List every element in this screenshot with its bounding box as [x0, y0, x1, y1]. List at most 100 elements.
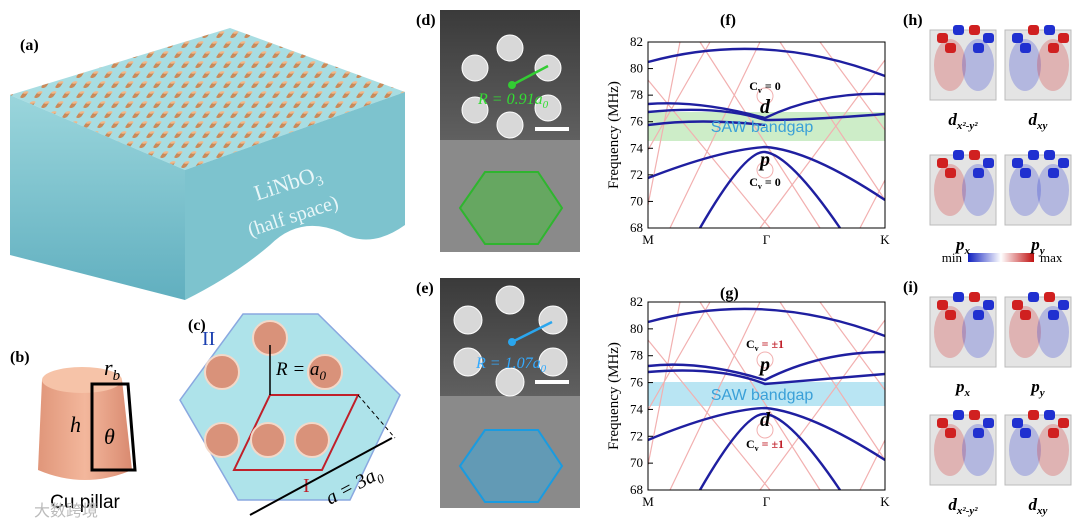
pillar — [1044, 25, 1055, 35]
mode-field — [962, 424, 994, 476]
pillar — [983, 418, 994, 428]
upper-chern: Cv = ±1 — [746, 337, 784, 353]
mode-field — [1037, 306, 1069, 358]
mode-base: d — [1029, 110, 1038, 129]
label: (i) — [903, 279, 918, 296]
pillar — [937, 33, 948, 43]
watermark: 大数跨境 — [34, 501, 98, 520]
mode-base: p — [1029, 235, 1040, 254]
pillar — [1028, 25, 1039, 35]
y-tick-label: 80 — [630, 321, 643, 336]
pillar — [1058, 300, 1069, 310]
mode-sub: x — [964, 245, 971, 257]
pillar — [937, 300, 948, 310]
mode-label: dxy — [1029, 110, 1048, 132]
mode-sub: xy — [1036, 505, 1048, 517]
mode-base: d — [948, 110, 957, 129]
y-tick-label: 72 — [630, 428, 643, 443]
lower-band: p — [758, 149, 770, 171]
gap: SAW bandgap — [711, 387, 814, 404]
panel-b: (b) rb h θ Cu pillar — [10, 349, 137, 513]
y-tick-label: 68 — [630, 220, 643, 235]
mode-field — [962, 164, 994, 216]
y-tick-label: 82 — [630, 294, 643, 309]
mode-base: d — [948, 495, 957, 514]
mode-label: px — [954, 377, 971, 399]
upper-chern: Cv = 0 — [749, 79, 781, 95]
mode-sub: y — [1038, 387, 1045, 399]
panel-f: (f) SAW bandgap d p Cv = 0 Cv = 0 68 70 72… — [606, 12, 890, 247]
pillar — [969, 150, 980, 160]
height: h — [70, 412, 81, 437]
pillar — [953, 410, 964, 420]
mode-sub: xy — [1036, 120, 1048, 132]
mode-label: dx²-y² — [948, 495, 978, 517]
pillar — [983, 158, 994, 168]
lower-chern: Cv = 0 — [749, 175, 781, 191]
panel-c: (c) II I R = a0 a = 3a0 — [179, 313, 401, 516]
region-outer: II — [202, 328, 215, 350]
pillar — [1012, 418, 1023, 428]
slab-side — [185, 92, 405, 300]
label: (b) — [10, 349, 30, 366]
y-tick-label: 72 — [630, 167, 643, 182]
y-tick-label: 76 — [630, 114, 644, 129]
mode-sub: x²-y² — [956, 505, 978, 517]
pillar — [973, 428, 984, 438]
mode-base: p — [954, 235, 965, 254]
pillar — [1048, 168, 1059, 178]
panel-g: (g) SAW bandgap p d Cv = ±1 Cv = ±1 68 70… — [606, 285, 890, 509]
pillar — [1028, 292, 1039, 302]
x-tick-label: M — [642, 494, 654, 509]
panel-d: (d) R = 0.91a0 — [416, 10, 580, 252]
pillar — [1048, 310, 1059, 320]
mode-field — [1037, 424, 1069, 476]
y-tick-label: 82 — [630, 34, 643, 49]
pillar — [1020, 168, 1031, 178]
y-tick-label: 80 — [630, 61, 643, 76]
pillar — [1028, 150, 1039, 160]
colorbar-max: max — [1040, 250, 1063, 265]
y-tick-label: 78 — [630, 348, 643, 363]
x-tick-label: Γ — [763, 232, 771, 247]
pillar — [945, 428, 956, 438]
slab-front — [10, 95, 185, 300]
pillar — [1058, 158, 1069, 168]
pillar — [969, 292, 980, 302]
gap: SAW bandgap — [711, 119, 814, 136]
mode-field — [1009, 306, 1041, 358]
lower-chern: Cv = ±1 — [746, 437, 784, 453]
pillar — [945, 43, 956, 53]
mode-field — [1009, 39, 1041, 91]
pillar — [1058, 418, 1069, 428]
mode-field — [962, 39, 994, 91]
x-tick-label: K — [880, 494, 890, 509]
x-tick-label: M — [642, 232, 654, 247]
mode-field — [1037, 164, 1069, 216]
mode-field — [934, 306, 966, 358]
label: (e) — [416, 280, 434, 297]
plot-frame — [647, 301, 886, 491]
pillar — [973, 43, 984, 53]
pillar — [1012, 158, 1023, 168]
pillar — [1048, 428, 1059, 438]
mode-field — [934, 39, 966, 91]
pillar — [1012, 300, 1023, 310]
plot-frame — [647, 41, 886, 229]
pillar — [969, 25, 980, 35]
pillar — [1044, 410, 1055, 420]
region-inner: I — [303, 475, 310, 497]
panel-a: (a) LiNbO3 (half space) — [10, 28, 405, 300]
mode-base: p — [1029, 377, 1040, 396]
pillar — [1028, 410, 1039, 420]
pillar — [945, 310, 956, 320]
pillar — [973, 168, 984, 178]
mode-field — [934, 164, 966, 216]
pillar — [953, 25, 964, 35]
y-tick-label: 78 — [630, 87, 643, 102]
radius: R = 0.91a0 — [477, 91, 549, 111]
x-tick-label: K — [880, 232, 890, 247]
mode-field — [934, 424, 966, 476]
mode-label: py — [1029, 235, 1045, 257]
